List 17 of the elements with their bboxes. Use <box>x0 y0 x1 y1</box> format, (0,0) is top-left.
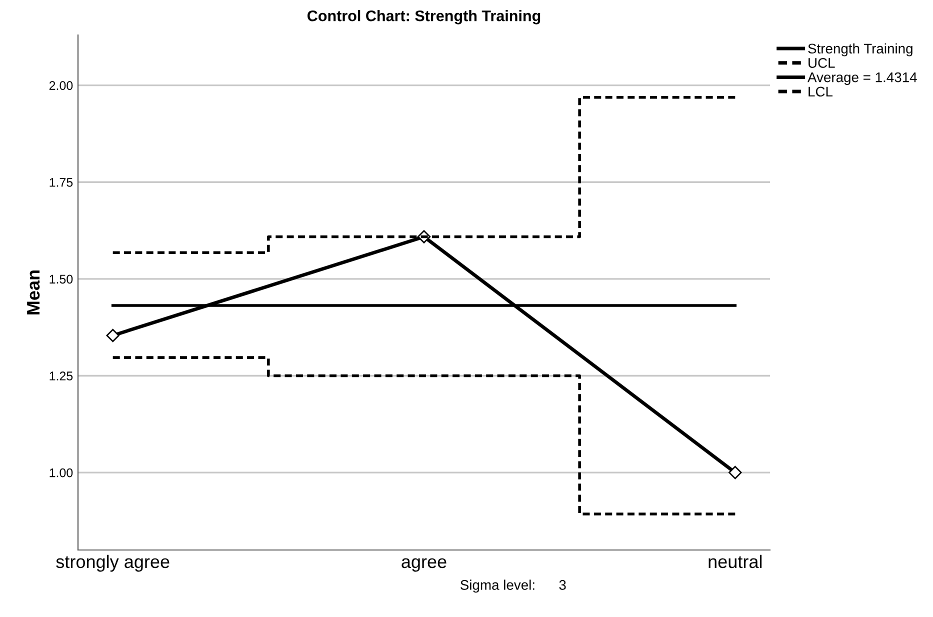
point <box>728 466 742 480</box>
y-tick-label: 1.00 <box>50 468 73 478</box>
y-tick-label: 1.75 <box>50 178 73 187</box>
legend-label: Average = 1.4314 <box>808 72 917 85</box>
legend-label: UCL <box>808 58 835 68</box>
point <box>106 328 120 342</box>
legend-label: LCL <box>808 86 833 97</box>
y-axis-title: Mean <box>27 270 40 314</box>
x-tick-label: neutral <box>708 554 762 568</box>
text: Sigma level: 3 <box>460 580 566 593</box>
x-tick-label: agree <box>402 558 446 572</box>
chart-title: Control Chart: Strength Training <box>308 10 540 24</box>
x-tick-label: strongly agree <box>56 554 170 572</box>
y-tick-label: 2.00 <box>49 81 73 90</box>
y-tick-label: 1.25 <box>50 372 73 380</box>
legend-label: Strength Training <box>808 43 912 56</box>
y-tick-label: 1.50 <box>50 274 73 284</box>
